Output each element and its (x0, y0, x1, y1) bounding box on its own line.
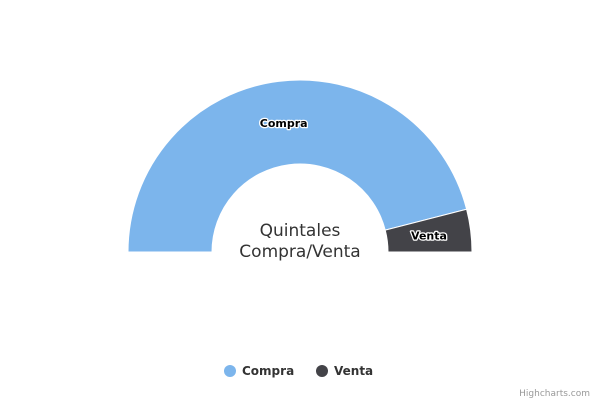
legend: Compra Venta (224, 364, 373, 378)
legend-marker-compra (224, 365, 236, 377)
legend-label-venta: Venta (334, 364, 373, 378)
legend-marker-venta (316, 365, 328, 377)
chart-slices (127, 79, 473, 253)
legend-item-compra[interactable]: Compra (224, 364, 294, 378)
slice-venta[interactable] (384, 208, 473, 253)
legend-item-venta[interactable]: Venta (316, 364, 373, 378)
credits-link[interactable]: Highcharts.com (519, 389, 590, 399)
chart-title-line-2: Compra/Venta (239, 242, 360, 262)
slice-compra[interactable] (127, 79, 468, 253)
slice-labels: Compra Venta (259, 116, 449, 244)
chart-title-line-1: Quintales (260, 221, 341, 241)
slice-label-venta: Venta (411, 230, 447, 243)
slice-label-compra: Compra (260, 117, 308, 130)
legend-label-compra: Compra (242, 364, 294, 378)
